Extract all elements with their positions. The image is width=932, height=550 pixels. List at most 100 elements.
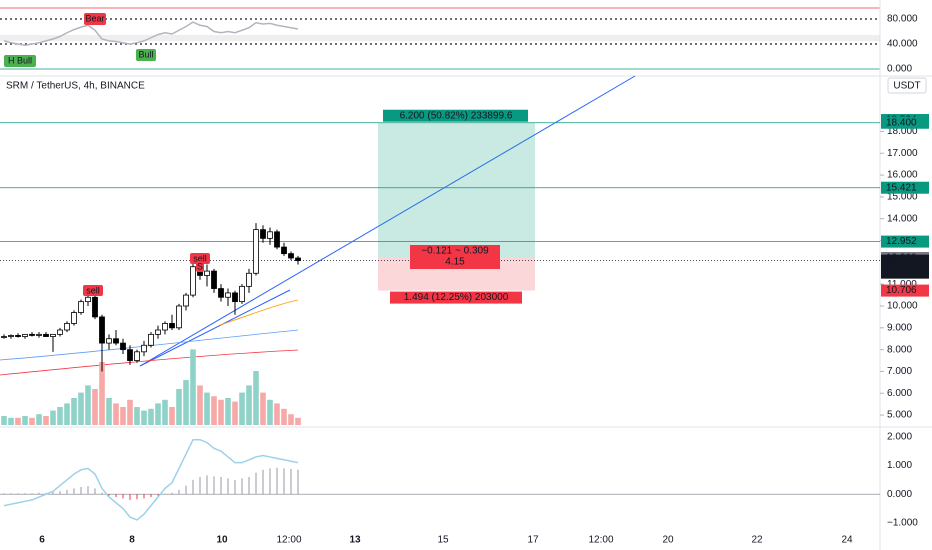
moving-average: [219, 299, 299, 326]
volume-bar: [50, 410, 56, 425]
y-tick-label: 10.000: [887, 301, 918, 312]
candle-body: [232, 292, 238, 303]
target-box: [383, 109, 528, 122]
volume-bar: [267, 399, 273, 425]
y-tick-label: 5.000: [887, 410, 912, 421]
volume-bar: [134, 407, 140, 425]
volume-bar: [176, 389, 182, 425]
volume-bar: [211, 396, 217, 425]
y-tick-label: 7.000: [887, 366, 912, 377]
mid-box: [410, 245, 500, 269]
candle-body: [15, 335, 21, 337]
x-tick-label: 6: [39, 535, 45, 546]
candle-body: [274, 231, 280, 248]
candle-body: [141, 344, 147, 353]
candle-body: [155, 329, 161, 335]
volume-bar: [190, 349, 196, 425]
y-tick-label: 11.000: [887, 279, 917, 290]
macd-tick-label: 1.000: [887, 460, 912, 471]
x-tick-label: 20: [662, 535, 674, 546]
y-tick-label: 8.000: [887, 344, 912, 355]
price-label: 12.079: [886, 255, 917, 266]
divergence-label: Bear: [85, 13, 104, 23]
rsi-tick-label: 0.000: [887, 64, 912, 75]
price-label-box: [881, 284, 929, 297]
volume-bar: [169, 407, 175, 425]
divergence-label: H Bull: [8, 55, 32, 65]
signal-label: S: [197, 261, 203, 271]
volume-bar: [253, 371, 259, 425]
candle-body: [29, 333, 35, 336]
volume-bar: [274, 403, 280, 425]
macd-line: [3, 438, 299, 521]
volume-bar: [92, 389, 98, 425]
candle-body: [239, 285, 245, 303]
price-label-box: [881, 254, 929, 279]
price-label: 10.706: [886, 285, 917, 296]
currency: USDT: [893, 81, 920, 92]
price-label: 15.421: [886, 182, 917, 193]
volume-bar: [22, 416, 28, 425]
price-label: 18.400: [886, 117, 917, 128]
volume-bar: [106, 398, 112, 425]
rsi-tick-label: 80.000: [887, 14, 918, 25]
rsi-tick-label: 40.000: [887, 39, 918, 50]
signal-box: [196, 261, 204, 272]
x-tick-label: 22: [751, 535, 763, 546]
volume-bar: [8, 417, 14, 425]
profit-zone: [378, 122, 535, 259]
candle-body: [288, 253, 294, 259]
signal-box: [190, 253, 210, 264]
candle-body: [267, 231, 273, 239]
signal-label: sell: [193, 253, 207, 263]
countdown: 02:07:16: [886, 266, 925, 277]
signal-box: [83, 285, 103, 296]
stop-label: 1.494 (12.25%) 203000: [404, 292, 509, 303]
trend-line: [139, 75, 636, 367]
y-tick-label: 9.000: [887, 322, 912, 333]
ratio-label: 4.15: [445, 257, 465, 268]
moving-average: [0, 349, 299, 376]
volume-bar: [239, 392, 245, 425]
volume-bar: [1, 416, 7, 425]
price-label: 12.952: [886, 236, 917, 247]
volume-bar: [78, 392, 84, 425]
candle-body: [36, 333, 42, 336]
volume-bar: [113, 403, 119, 425]
x-tick-label: 17: [527, 535, 539, 546]
volume-bar: [288, 414, 294, 425]
candle-body: [71, 312, 77, 324]
x-tick-label: 12:00: [588, 535, 613, 546]
price-label-box: [881, 181, 929, 194]
volume-bar: [85, 385, 91, 425]
divergence-label: Bull: [138, 49, 153, 59]
candle-body: [78, 301, 84, 313]
candle-body: [127, 349, 133, 361]
rsi-line: [3, 21, 299, 47]
candle-body: [120, 342, 126, 351]
macd-tick-label: 0.000: [887, 489, 912, 500]
stop-box: [390, 291, 522, 304]
candle-body: [50, 333, 56, 337]
rsi-band: [0, 35, 880, 41]
candle-body: [253, 229, 259, 274]
divergence-box: [136, 49, 156, 61]
currency-box[interactable]: [887, 77, 927, 94]
candle-body: [218, 288, 224, 298]
candle-body: [99, 316, 105, 344]
candle-body: [92, 296, 98, 318]
candle-body: [22, 333, 28, 337]
candle-body: [1, 336, 7, 338]
candle-body: [64, 323, 70, 331]
x-tick-label: 8: [129, 535, 135, 546]
candle-body: [246, 272, 252, 287]
volume-bar: [64, 403, 70, 425]
candle-body: [113, 338, 119, 344]
volume-bar: [43, 416, 49, 425]
volume-bar: [127, 399, 133, 425]
x-tick-label: 15: [437, 535, 449, 546]
mid-label: −0.121 ~ 0.309: [421, 246, 489, 257]
volume-bar: [36, 414, 42, 425]
moving-average: [0, 329, 299, 361]
